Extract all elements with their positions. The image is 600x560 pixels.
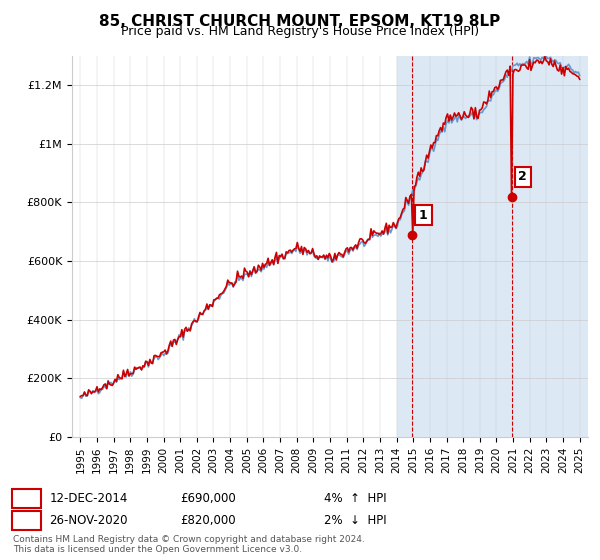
Text: 12-DEC-2014: 12-DEC-2014 bbox=[49, 492, 128, 505]
Text: Price paid vs. HM Land Registry's House Price Index (HPI): Price paid vs. HM Land Registry's House … bbox=[121, 25, 479, 38]
Text: Contains HM Land Registry data © Crown copyright and database right 2024.
This d: Contains HM Land Registry data © Crown c… bbox=[13, 535, 365, 554]
Text: 1: 1 bbox=[22, 492, 31, 505]
Text: 26-NOV-2020: 26-NOV-2020 bbox=[49, 514, 128, 528]
Text: £820,000: £820,000 bbox=[180, 514, 236, 528]
Text: 1: 1 bbox=[419, 208, 428, 222]
Text: 85, CHRIST CHURCH MOUNT, EPSOM, KT19 8LP: 85, CHRIST CHURCH MOUNT, EPSOM, KT19 8LP bbox=[100, 14, 500, 29]
Text: 2: 2 bbox=[518, 170, 527, 184]
Text: 4%  ↑  HPI: 4% ↑ HPI bbox=[324, 492, 386, 505]
Text: 2%  ↓  HPI: 2% ↓ HPI bbox=[324, 514, 386, 528]
Bar bbox=[397, 56, 588, 437]
Text: 2: 2 bbox=[22, 514, 31, 528]
Text: £690,000: £690,000 bbox=[180, 492, 236, 505]
